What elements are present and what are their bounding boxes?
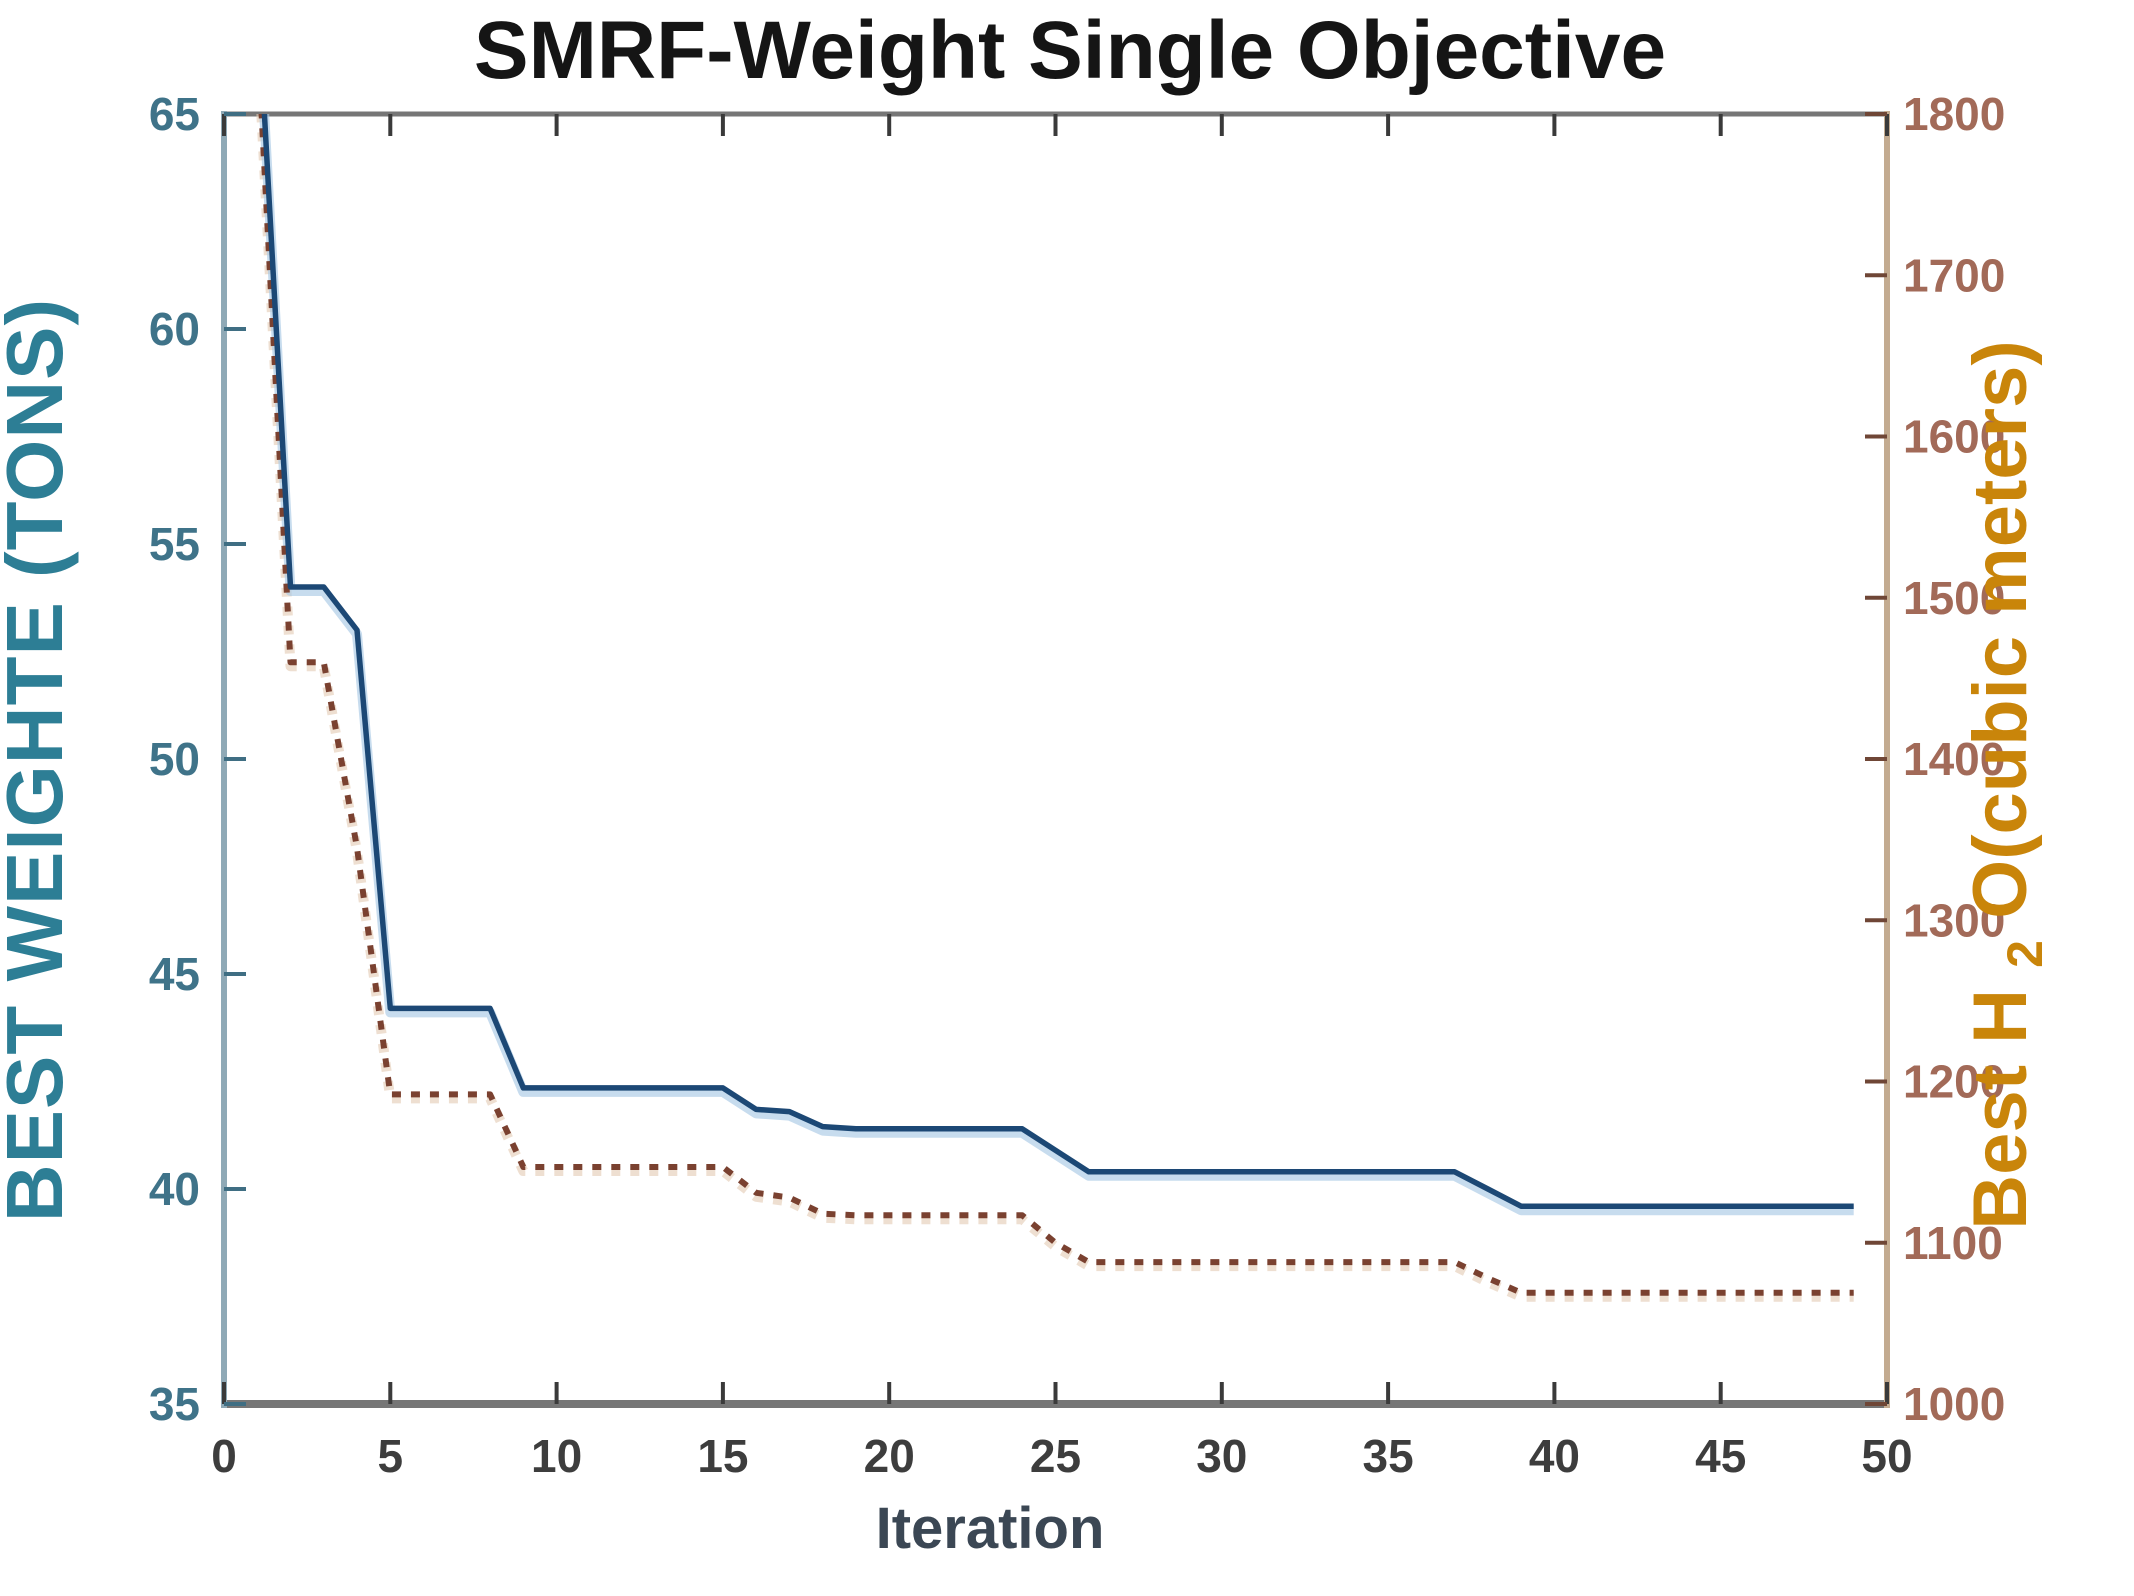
y-left-tick-label: 65 [149, 88, 200, 140]
x-axis-ticks: 0 5 10 15 20 25 30 35 40 45 50 [211, 114, 1913, 1482]
x-axis-title: Iteration [876, 1496, 1105, 1561]
y-right-tick-label: 1200 [1903, 1056, 2005, 1108]
y-right-title-pre: Best H [1958, 989, 2043, 1230]
x-tick-label: 10 [531, 1430, 582, 1482]
x-tick-label: 30 [1196, 1430, 1247, 1482]
y-left-axis-title: BEST WEIGHTE (TONS) [0, 298, 79, 1222]
y-right-tick-label: 1000 [1903, 1378, 2005, 1430]
y-right-axis-ticks: 1800 1700 1600 1500 1400 1300 1200 1100 1000 [1865, 88, 2005, 1430]
y-right-title-sub: 2 [1997, 940, 2053, 968]
y-right-tick-label: 1500 [1903, 572, 2005, 624]
y-right-tick-label: 1700 [1903, 249, 2005, 301]
y-left-tick-label: 55 [149, 518, 200, 570]
plot-area [224, 114, 1887, 1404]
y-right-tick-label: 1600 [1903, 411, 2005, 463]
y-right-tick-label: 1400 [1903, 733, 2005, 785]
x-tick-label: 25 [1030, 1430, 1081, 1482]
x-tick-label: 15 [697, 1430, 748, 1482]
x-tick-label: 35 [1363, 1430, 1414, 1482]
x-tick-label: 50 [1861, 1430, 1912, 1482]
series-layer [256, 114, 1854, 1302]
y-left-tick-label: 45 [149, 948, 200, 1000]
y-left-tick-label: 40 [149, 1163, 200, 1215]
y-right-tick-label: 1800 [1903, 88, 2005, 140]
y-left-tick-label: 50 [149, 733, 200, 785]
y-left-axis-ticks: 65 60 55 50 45 40 35 [149, 88, 246, 1430]
x-tick-label: 40 [1529, 1430, 1580, 1482]
weight-line-halo [259, 114, 1854, 1216]
h2o-line-halo [256, 114, 1854, 1302]
x-tick-label: 20 [864, 1430, 915, 1482]
y-left-tick-label: 35 [149, 1378, 200, 1430]
y-right-title-post: O(cubic meters) [1958, 340, 2043, 919]
chart-title: SMRF-Weight Single Objective [474, 5, 1666, 96]
y-right-tick-label: 1300 [1903, 894, 2005, 946]
x-tick-label: 0 [211, 1430, 237, 1482]
weight-line [261, 114, 1854, 1209]
y-left-tick-label: 60 [149, 303, 200, 355]
x-tick-label: 45 [1695, 1430, 1746, 1482]
y-right-axis-title: Best H 2 O(cubic meters) [1958, 340, 2059, 1229]
h2o-line [258, 114, 1854, 1296]
y-right-tick-label: 1100 [1903, 1217, 2003, 1269]
x-tick-label: 5 [378, 1430, 404, 1482]
